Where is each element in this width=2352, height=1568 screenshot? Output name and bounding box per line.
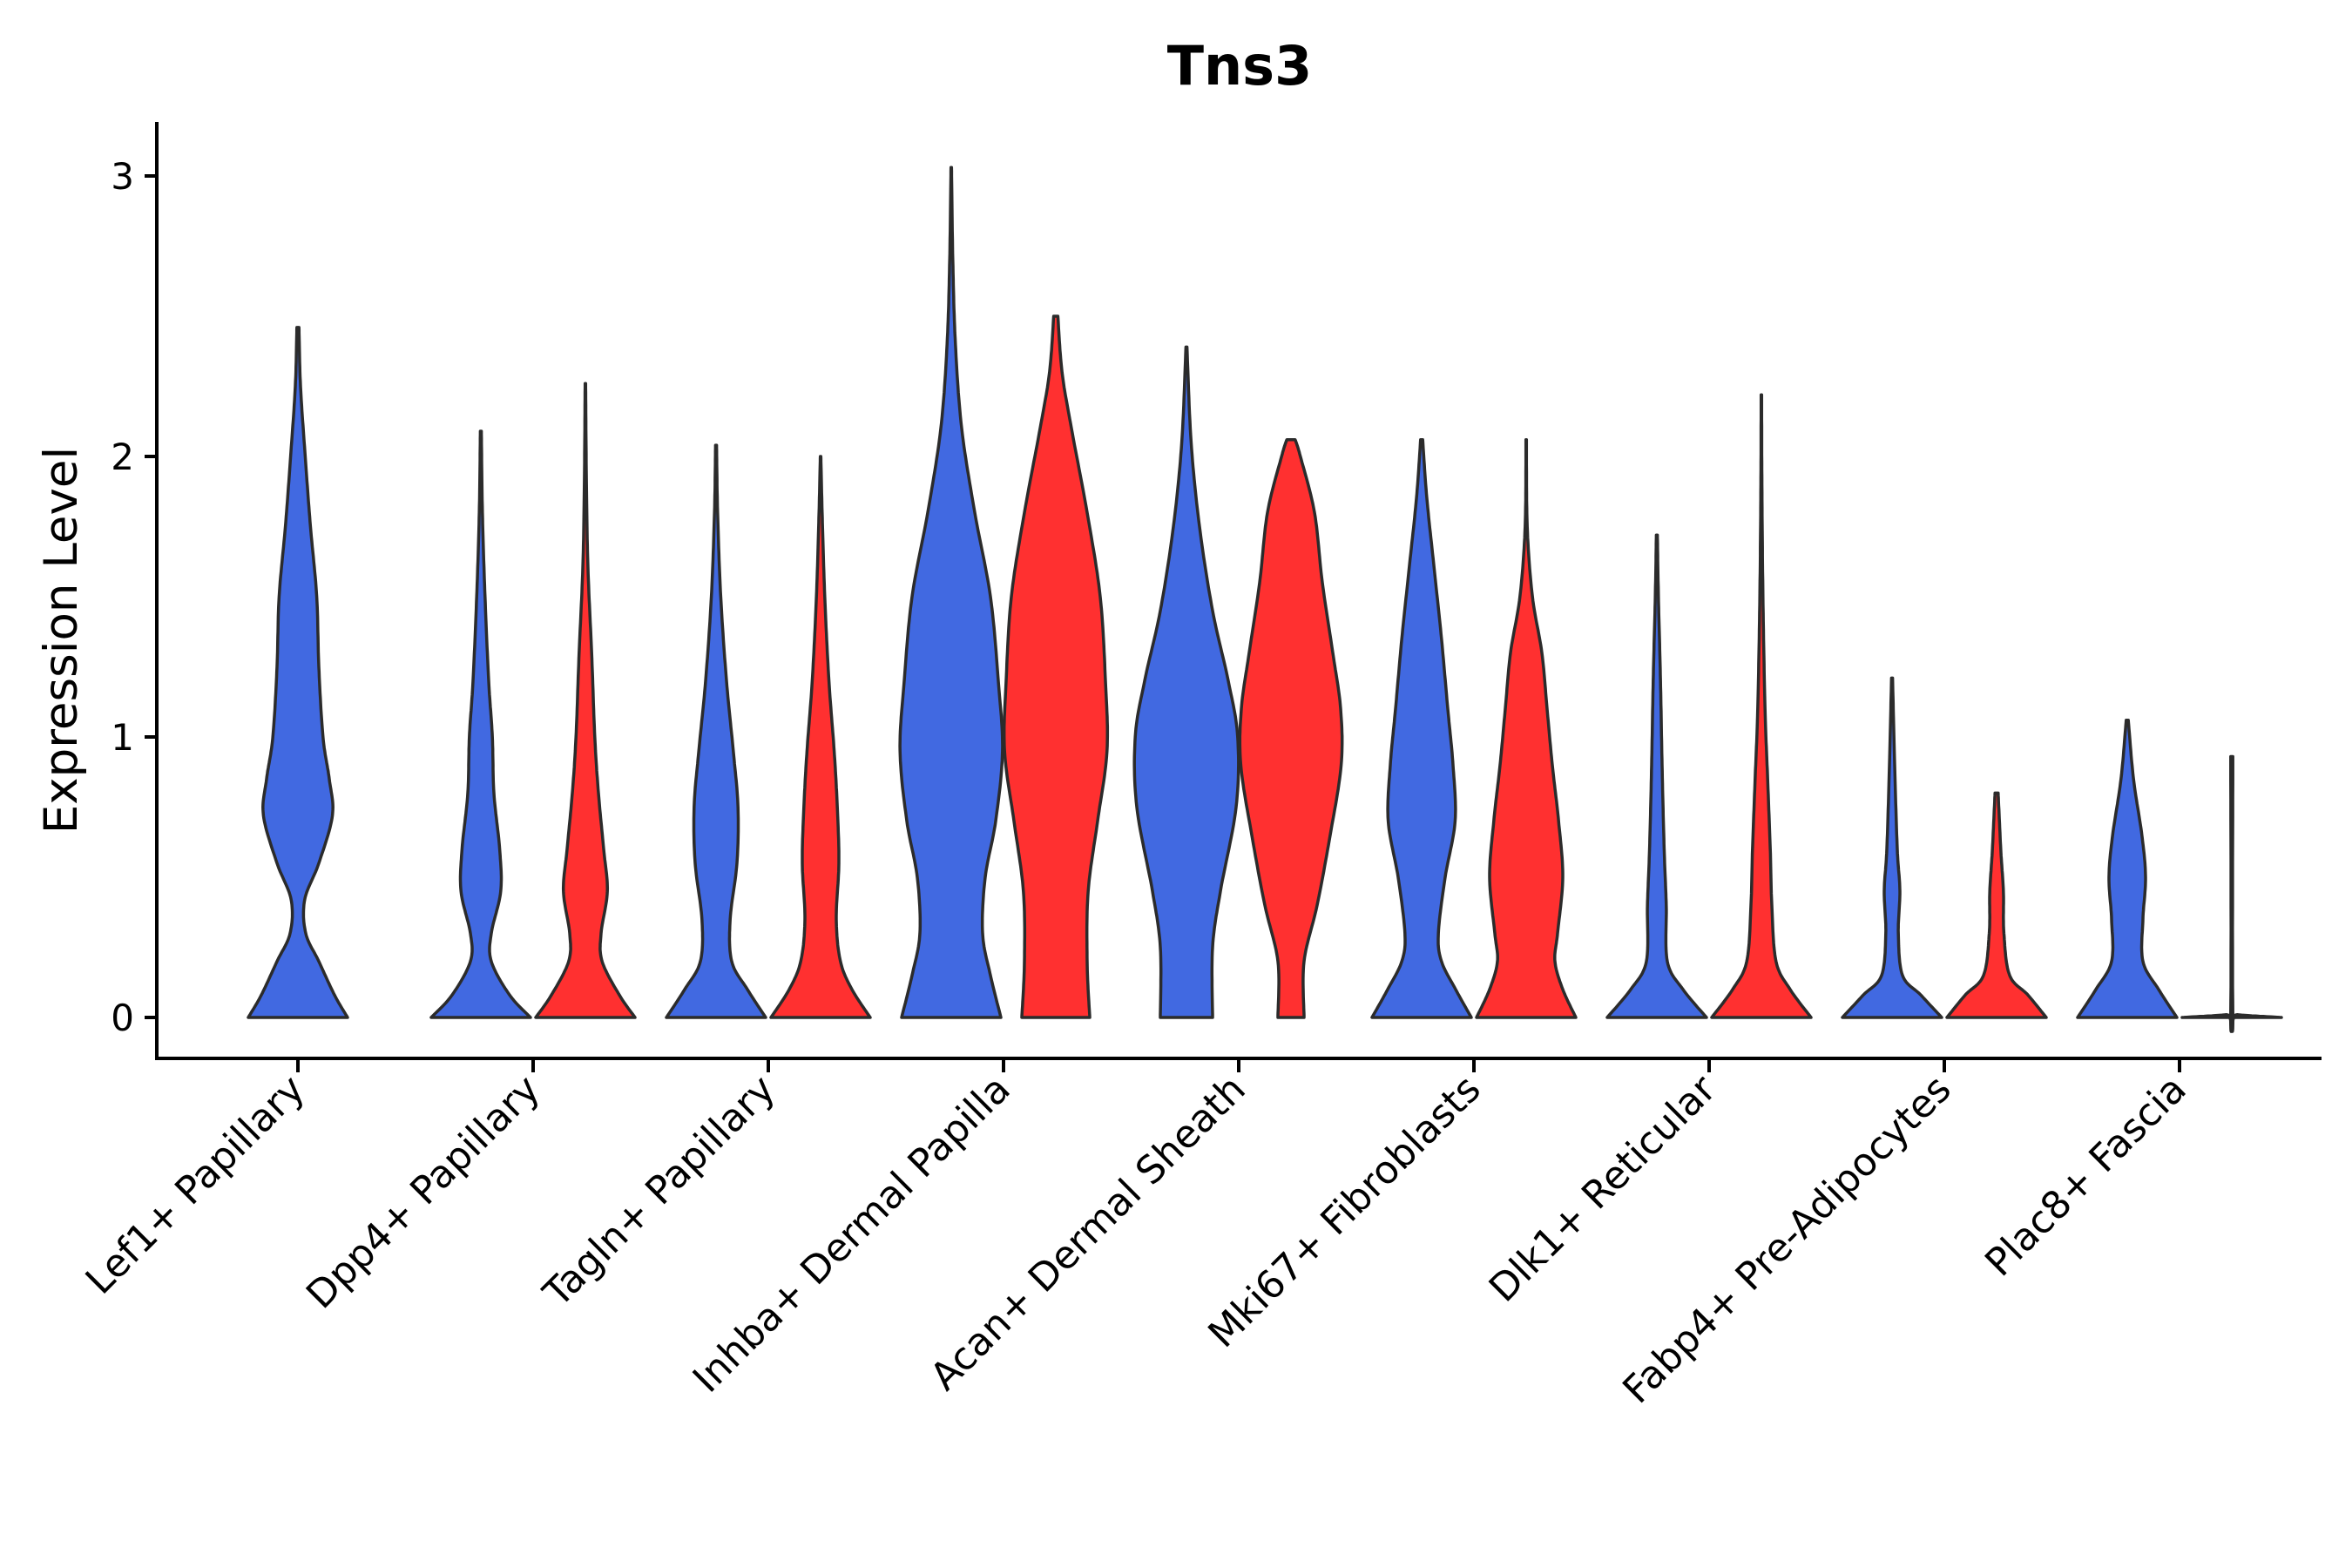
violin-group2-5 (1238, 437, 1344, 1019)
violin-group1-1 (247, 326, 349, 1019)
violin-group2-3 (769, 455, 872, 1019)
x-tick-label: Plac8+ Fascia (1977, 1067, 2195, 1286)
chart-title: Tns3 (1167, 34, 1312, 98)
x-tick-label: Mki67+ Fibroblasts (1200, 1067, 1489, 1356)
violin-group1-6 (1370, 437, 1473, 1019)
x-tick-label: Dlk1+ Reticular (1481, 1066, 1726, 1311)
x-tick-label: Tagln+ Papillary (535, 1067, 784, 1316)
violin-group2-7 (1710, 393, 1813, 1019)
x-tick-label: Lef1+ Papillary (78, 1067, 314, 1303)
violin-group1-4 (898, 166, 1004, 1019)
violin-group2-4 (1002, 314, 1110, 1019)
x-tick-label: Dpp4+ Papillary (298, 1067, 549, 1318)
violin-group2-9 (2180, 754, 2283, 1033)
violin-group1-7 (1605, 533, 1708, 1019)
violin-group2-2 (534, 382, 637, 1019)
violin-group1-3 (665, 443, 767, 1019)
violins-group (247, 166, 2283, 1033)
violin-group1-2 (429, 429, 532, 1019)
y-axis-label: Expression Level (35, 447, 88, 834)
violin-group2-8 (1945, 791, 2048, 1019)
violin-group1-9 (2076, 718, 2179, 1019)
y-tick-label: 2 (111, 436, 134, 478)
violin-group1-8 (1841, 676, 1943, 1019)
y-tick-label: 3 (111, 155, 134, 198)
y-tick-label: 1 (111, 716, 134, 759)
y-tick-label: 0 (111, 997, 134, 1039)
y-axis: 0 1 2 3 (111, 122, 159, 1058)
violin-group2-6 (1475, 437, 1578, 1019)
violin-group1-5 (1132, 345, 1240, 1019)
